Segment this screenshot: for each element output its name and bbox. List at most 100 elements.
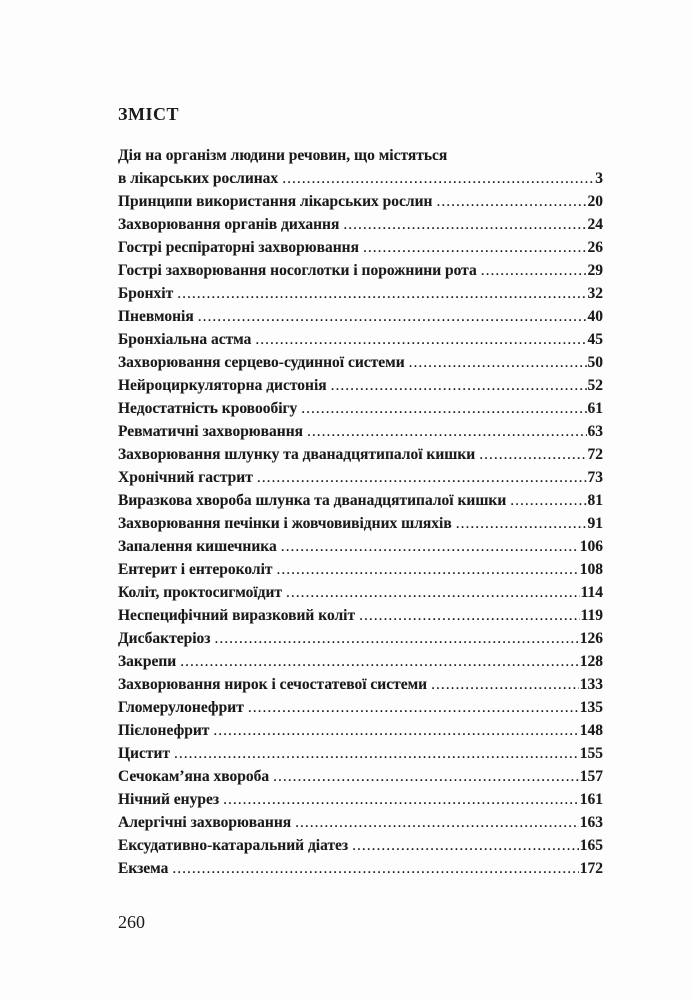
- toc-entry-label: в лікарських рослинах: [118, 170, 279, 187]
- toc-entry-page: 29: [587, 262, 603, 279]
- toc-entry-label: Неспецифічний виразковий коліт: [118, 607, 356, 624]
- dot-leader: [481, 259, 587, 282]
- toc-entry-page: 81: [587, 492, 603, 509]
- toc-entry[interactable]: Гломерулонефрит 135: [118, 696, 603, 719]
- dot-leader: [255, 328, 586, 351]
- toc-entry-label: Принципи використання лікарських рослин: [118, 193, 433, 210]
- toc-entry-label: Недостатність кровообігу: [118, 400, 298, 417]
- dot-leader: [436, 190, 586, 213]
- dot-leader: [331, 374, 587, 397]
- dot-leader: [174, 742, 579, 765]
- toc-entry[interactable]: Гострі захворювання носоглотки і порожни…: [118, 259, 603, 282]
- toc-entry[interactable]: Нейроциркуляторна дистонія 52: [118, 374, 603, 397]
- toc-entry-label: Коліт, проктосигмоїдит: [118, 584, 283, 601]
- dot-leader: [343, 213, 586, 236]
- dot-leader: [359, 604, 579, 627]
- toc-entry[interactable]: Захворювання органів дихання 24: [118, 213, 603, 236]
- dot-leader: [352, 834, 579, 857]
- table-of-contents: Дія на організм людини речовин, що містя…: [118, 144, 603, 880]
- toc-entry-label: Нічний енурез: [118, 791, 220, 808]
- toc-entry[interactable]: Хронічний гастрит 73: [118, 466, 603, 489]
- toc-entry[interactable]: Ексудативно-катаральний діатез 165: [118, 834, 603, 857]
- toc-entry-label: Захворювання серцево-судинної системи: [118, 354, 405, 371]
- toc-entry[interactable]: Захворювання серцево-судинної системи 50: [118, 351, 603, 374]
- dot-leader: [409, 351, 587, 374]
- toc-entry-label: Ревматичні захворювання: [118, 423, 304, 440]
- toc-entry-page: 108: [579, 561, 603, 578]
- dot-leader: [273, 765, 579, 788]
- toc-entry-label: Бронхіт: [118, 285, 174, 302]
- toc-entry-page: 157: [579, 768, 603, 785]
- toc-entry-page: 24: [587, 216, 603, 233]
- toc-entry-page: 73: [587, 469, 603, 486]
- dot-leader: [257, 466, 587, 489]
- dot-leader: [180, 650, 579, 673]
- toc-entry-page: 26: [587, 239, 603, 256]
- toc-entry[interactable]: Захворювання нирок і сечостатевої систем…: [118, 673, 603, 696]
- toc-entry-page: 126: [579, 630, 603, 647]
- toc-entry-page: 63: [587, 423, 603, 440]
- dot-leader: [286, 581, 580, 604]
- toc-entry[interactable]: Виразкова хвороба шлунка та дванадцятипа…: [118, 489, 603, 512]
- toc-entry[interactable]: Недостатність кровообігу 61: [118, 397, 603, 420]
- toc-entry-page: 50: [587, 354, 603, 371]
- toc-entry-label: Захворювання печінки і жовчовивідних шля…: [118, 515, 452, 532]
- dot-leader: [282, 167, 594, 190]
- dot-leader: [277, 558, 579, 581]
- dot-leader: [281, 535, 579, 558]
- toc-entry[interactable]: Бронхіальна астма 45: [118, 328, 603, 351]
- toc-entry[interactable]: Пієлонефрит 148: [118, 719, 603, 742]
- toc-entry-page: 163: [579, 814, 603, 831]
- toc-entry-page: 20: [587, 193, 603, 210]
- toc-entry[interactable]: Сечокам’яна хвороба 157: [118, 765, 603, 788]
- toc-entry[interactable]: Алергічні захворювання 163: [118, 811, 603, 834]
- toc-entry-label: Дисбактеріоз: [118, 630, 211, 647]
- toc-entry-label: Запалення кишечника: [118, 538, 277, 555]
- toc-entry-label: Гострі захворювання носоглотки і порожни…: [118, 262, 477, 279]
- toc-entry[interactable]: Цистит 155: [118, 742, 603, 765]
- dot-leader: [172, 857, 578, 880]
- dot-leader: [307, 420, 586, 443]
- dot-leader: [456, 512, 587, 535]
- toc-entry[interactable]: Ревматичні захворювання 63: [118, 420, 603, 443]
- page-title: ЗМІСТ: [118, 104, 179, 124]
- toc-entry[interactable]: Запалення кишечника 106: [118, 535, 603, 558]
- dot-leader: [301, 397, 586, 420]
- toc-entry[interactable]: Гострі респіраторні захворювання 26: [118, 236, 603, 259]
- dot-leader: [215, 627, 579, 650]
- toc-entry[interactable]: Дисбактеріоз 126: [118, 627, 603, 650]
- toc-entry-page: 172: [579, 860, 603, 877]
- dot-leader: [295, 811, 579, 834]
- toc-entry[interactable]: Ентерит і ентероколіт 108: [118, 558, 603, 581]
- toc-entry[interactable]: Дія на організм людини речовин, що містя…: [118, 144, 603, 190]
- toc-entry[interactable]: Неспецифічний виразковий коліт 119: [118, 604, 603, 627]
- toc-entry[interactable]: Принципи використання лікарських рослин 2…: [118, 190, 603, 213]
- toc-entry-label: Ексудативно-катаральний діатез: [118, 837, 349, 854]
- toc-entry-page: 106: [579, 538, 603, 555]
- dot-leader: [248, 696, 579, 719]
- toc-entry-label: Нейроциркуляторна дистонія: [118, 377, 327, 394]
- toc-entry[interactable]: Коліт, проктосигмоїдит 114: [118, 581, 603, 604]
- toc-entry-page: 148: [579, 722, 603, 739]
- toc-entry-page: 61: [587, 400, 603, 417]
- toc-entry-page: 155: [579, 745, 603, 762]
- toc-entry[interactable]: Нічний енурез 161: [118, 788, 603, 811]
- toc-entry[interactable]: Захворювання шлунку та дванадцятипалої к…: [118, 443, 603, 466]
- toc-entry-label: Закрепи: [118, 653, 177, 670]
- toc-entry-page: 119: [580, 607, 603, 624]
- toc-entry-page: 32: [587, 285, 603, 302]
- dot-leader: [213, 719, 578, 742]
- toc-entry[interactable]: Пневмонія 40: [118, 305, 603, 328]
- toc-entry[interactable]: Екзема 172: [118, 857, 603, 880]
- toc-entry[interactable]: Закрепи 128: [118, 650, 603, 673]
- toc-entry[interactable]: Бронхіт 32: [118, 282, 603, 305]
- toc-entry-label: Дія на організм людини речовин, що містя…: [118, 147, 448, 164]
- dot-leader: [223, 788, 579, 811]
- dot-leader: [177, 282, 586, 305]
- toc-entry-page: 128: [579, 653, 603, 670]
- toc-entry-label: Цистит: [118, 745, 171, 762]
- toc-entry[interactable]: Захворювання печінки і жовчовивідних шля…: [118, 512, 603, 535]
- dot-leader: [363, 236, 587, 259]
- toc-entry-page: 133: [579, 676, 603, 693]
- toc-entry-label: Ентерит і ентероколіт: [118, 561, 273, 578]
